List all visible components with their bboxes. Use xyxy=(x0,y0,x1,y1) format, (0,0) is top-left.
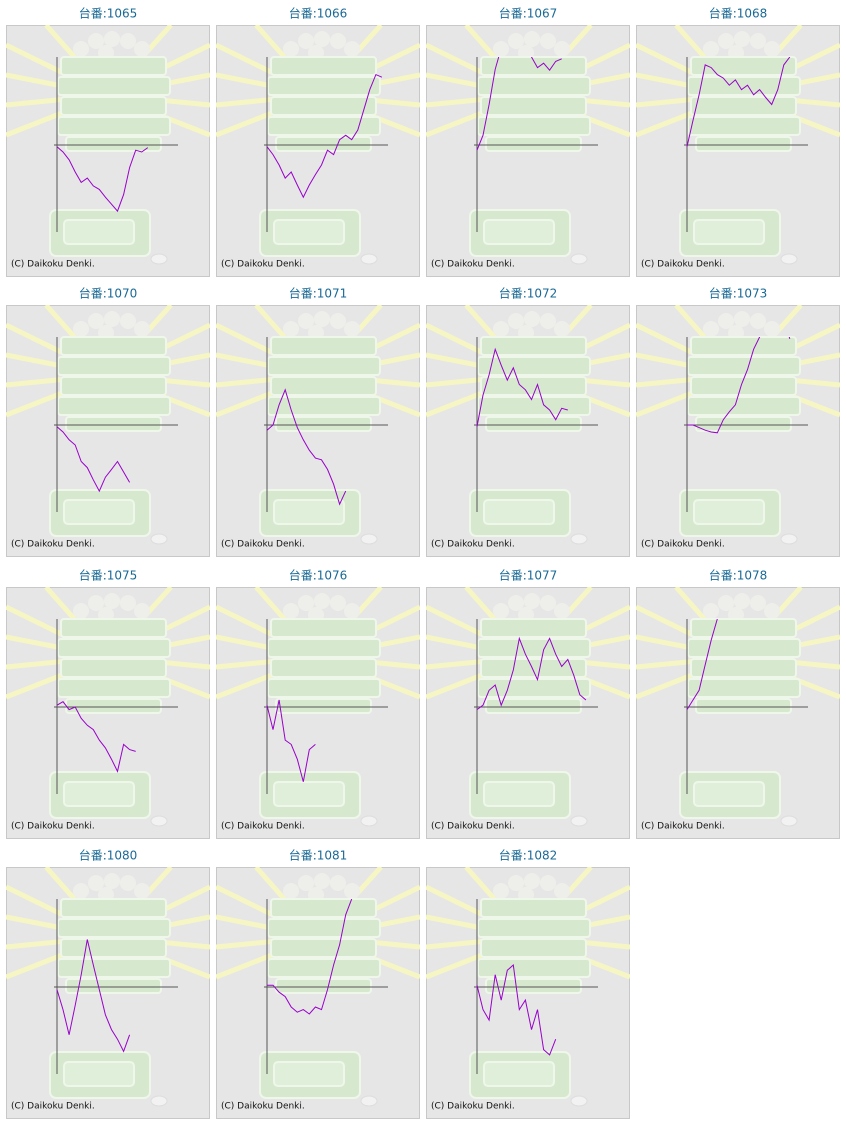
credit: (C) Daikoku Denki. xyxy=(221,540,305,550)
slump-line xyxy=(266,73,383,199)
chart-panel: (C) Daikoku Denki. xyxy=(216,25,420,277)
credit: (C) Daikoku Denki. xyxy=(11,822,95,832)
chart-panel: (C) Daikoku Denki. xyxy=(426,25,630,277)
slump-line xyxy=(686,57,791,147)
slump-line xyxy=(56,146,149,213)
chart-panel: (C) Daikoku Denki. xyxy=(636,587,840,839)
chart-panel: (C) Daikoku Denki. xyxy=(6,587,210,839)
slump-line xyxy=(476,347,568,427)
credit: (C) Daikoku Denki. xyxy=(221,260,305,270)
chart-panel: (C) Daikoku Denki. xyxy=(426,587,630,839)
chart-title: 台番:1065 xyxy=(79,6,138,21)
credit: (C) Daikoku Denki. xyxy=(641,822,725,832)
chart-title: 台番:1080 xyxy=(79,848,138,863)
credit: (C) Daikoku Denki. xyxy=(11,1102,95,1112)
slump-line xyxy=(686,619,718,710)
chart-title: 台番:1077 xyxy=(499,568,558,583)
panel-background xyxy=(426,25,630,277)
slump-line xyxy=(476,964,557,1056)
panel-background xyxy=(6,867,210,1119)
panel-background xyxy=(636,25,840,277)
chart-title: 台番:1075 xyxy=(79,568,138,583)
chart-panel: (C) Daikoku Denki. xyxy=(426,867,630,1119)
chart-title: 台番:1073 xyxy=(709,286,768,301)
panel-background xyxy=(6,305,210,557)
chart-title: 台番:1072 xyxy=(499,286,558,301)
panel-background xyxy=(216,305,420,557)
credit: (C) Daikoku Denki. xyxy=(431,260,515,270)
credit: (C) Daikoku Denki. xyxy=(11,540,95,550)
credit: (C) Daikoku Denki. xyxy=(641,260,725,270)
chart-panel: (C) Daikoku Denki. xyxy=(216,305,420,557)
credit: (C) Daikoku Denki. xyxy=(221,822,305,832)
panel-background xyxy=(6,25,210,277)
slump-line xyxy=(56,939,131,1053)
chart-panel: (C) Daikoku Denki. xyxy=(216,867,420,1119)
credit: (C) Daikoku Denki. xyxy=(641,540,725,550)
chart-panel: (C) Daikoku Denki. xyxy=(426,305,630,557)
panel-background xyxy=(6,587,210,839)
slump-line xyxy=(56,701,136,773)
chart-panel: (C) Daikoku Denki. xyxy=(216,587,420,839)
panel-background xyxy=(426,587,630,839)
panel-background xyxy=(426,867,630,1119)
chart-title: 台番:1081 xyxy=(289,848,348,863)
slump-line xyxy=(56,426,131,493)
credit: (C) Daikoku Denki. xyxy=(431,540,515,550)
chart-title: 台番:1067 xyxy=(499,6,558,21)
chart-title: 台番:1082 xyxy=(499,848,558,863)
slump-line xyxy=(687,337,791,434)
slump-line xyxy=(476,57,562,151)
panel-background xyxy=(636,587,840,839)
chart-title: 台番:1068 xyxy=(709,6,768,21)
chart-title: 台番:1070 xyxy=(79,286,138,301)
chart-title: 台番:1076 xyxy=(289,568,348,583)
chart-panel: (C) Daikoku Denki. xyxy=(6,305,210,557)
credit: (C) Daikoku Denki. xyxy=(431,1102,515,1112)
panel-background xyxy=(216,587,420,839)
panel-background xyxy=(216,867,420,1119)
panel-background xyxy=(426,305,630,557)
credit: (C) Daikoku Denki. xyxy=(11,260,95,270)
slump-line xyxy=(267,899,353,1015)
chart-title: 台番:1066 xyxy=(289,6,348,21)
credit: (C) Daikoku Denki. xyxy=(221,1102,305,1112)
chart-title: 台番:1078 xyxy=(709,568,768,583)
chart-panel: (C) Daikoku Denki. xyxy=(6,867,210,1119)
credit: (C) Daikoku Denki. xyxy=(431,822,515,832)
chart-panel: (C) Daikoku Denki. xyxy=(6,25,210,277)
panel-background xyxy=(636,305,840,557)
panel-background xyxy=(216,25,420,277)
chart-title: 台番:1071 xyxy=(289,286,348,301)
chart-panel: (C) Daikoku Denki. xyxy=(636,25,840,277)
slump-line xyxy=(476,636,587,711)
chart-panel: (C) Daikoku Denki. xyxy=(636,305,840,557)
slump-line xyxy=(266,388,347,506)
slump-line xyxy=(266,699,316,782)
